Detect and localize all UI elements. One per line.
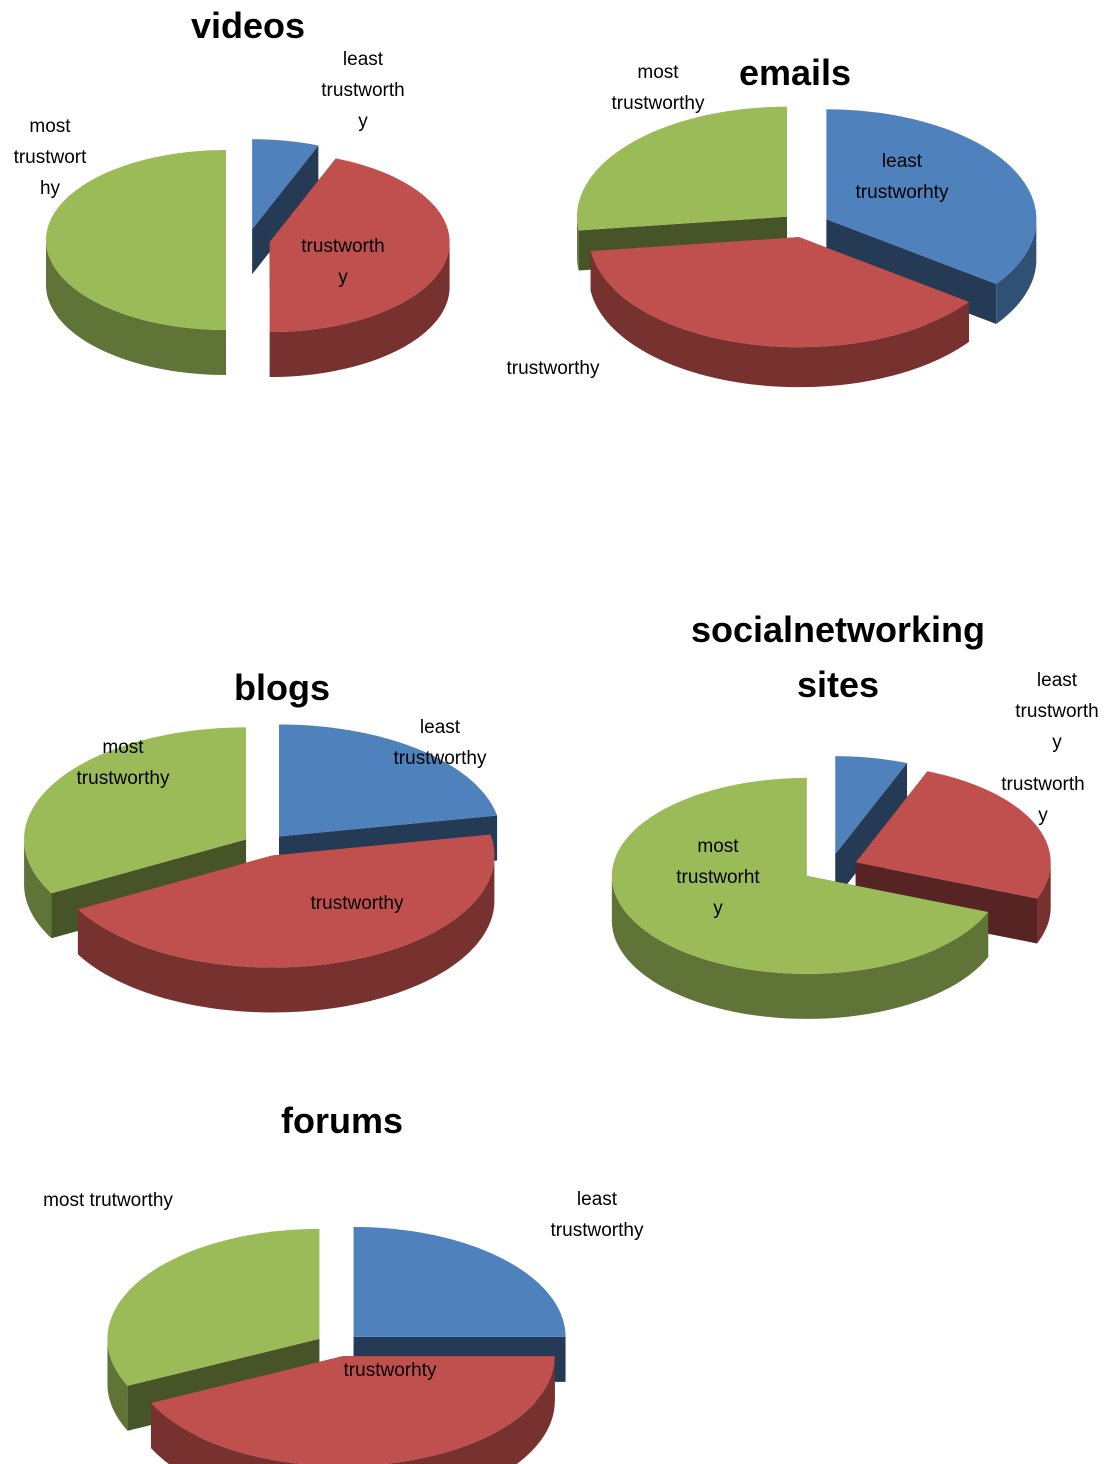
slice-wall bbox=[835, 763, 908, 900]
slice-top bbox=[279, 724, 498, 837]
slice-label: trustworthy bbox=[310, 892, 404, 914]
slice-top bbox=[77, 834, 495, 968]
chart-title: forums bbox=[280, 1099, 403, 1141]
slice-label: least trustworhty bbox=[855, 151, 949, 203]
pie-slice bbox=[269, 158, 450, 378]
slice-top bbox=[576, 106, 787, 231]
slice-top bbox=[107, 1228, 320, 1386]
pie-slice bbox=[611, 777, 989, 1019]
pie-slice bbox=[150, 1356, 555, 1464]
slice-label: trustworhty bbox=[343, 1359, 437, 1381]
slice-top bbox=[611, 777, 989, 974]
slice-side bbox=[996, 221, 1037, 324]
chart-title: emails bbox=[738, 51, 852, 93]
slice-side bbox=[1037, 862, 1051, 944]
slice-top bbox=[826, 109, 1037, 284]
slice-top bbox=[252, 139, 319, 230]
slice-label: least trustworthy bbox=[393, 717, 487, 769]
pie-slice bbox=[252, 139, 319, 275]
slice-label: trustworthy bbox=[1001, 774, 1085, 826]
slice-label: least trustworthy bbox=[321, 48, 405, 132]
slice-wall bbox=[252, 145, 319, 275]
slice-wall bbox=[855, 862, 1038, 944]
slice-label: most trustworthy bbox=[611, 62, 705, 114]
slice-label: trustworthy bbox=[301, 236, 385, 288]
slice-top bbox=[150, 1356, 555, 1464]
slice-side bbox=[77, 858, 495, 1013]
pie-slice bbox=[835, 756, 908, 900]
slice-side bbox=[590, 250, 969, 388]
slice-top bbox=[855, 771, 1051, 899]
slice-side bbox=[107, 1340, 128, 1431]
pie-slice bbox=[590, 237, 969, 388]
slice-top bbox=[269, 158, 450, 333]
chart-title: blogs bbox=[234, 666, 330, 708]
slice-label: most trustworthy bbox=[76, 737, 170, 789]
slice-label: least trustworthy bbox=[1015, 669, 1099, 753]
chart-title: socialnetworking sites bbox=[690, 609, 986, 705]
slice-top bbox=[590, 237, 969, 348]
chart-title: videos bbox=[190, 4, 306, 46]
slice-label: trustworthy bbox=[506, 357, 600, 379]
slice-label: least trustworthy bbox=[550, 1189, 644, 1241]
slice-top bbox=[835, 756, 908, 855]
pie-slice bbox=[855, 771, 1051, 944]
slice-label: most trustworthy bbox=[13, 115, 87, 199]
slice-side bbox=[269, 243, 450, 378]
slice-side bbox=[611, 875, 989, 1019]
slice-side bbox=[46, 240, 226, 375]
slice-side bbox=[577, 218, 579, 271]
slice-label: most trutworthy bbox=[43, 1189, 173, 1211]
pie-slice bbox=[77, 834, 495, 1013]
pie-slice bbox=[46, 150, 226, 375]
slice-top bbox=[353, 1226, 566, 1337]
slice-side bbox=[24, 840, 52, 939]
slice-top bbox=[46, 150, 226, 330]
slice-top bbox=[24, 727, 247, 894]
slice-side bbox=[150, 1356, 555, 1464]
slice-label: most trustworhty bbox=[676, 835, 760, 919]
